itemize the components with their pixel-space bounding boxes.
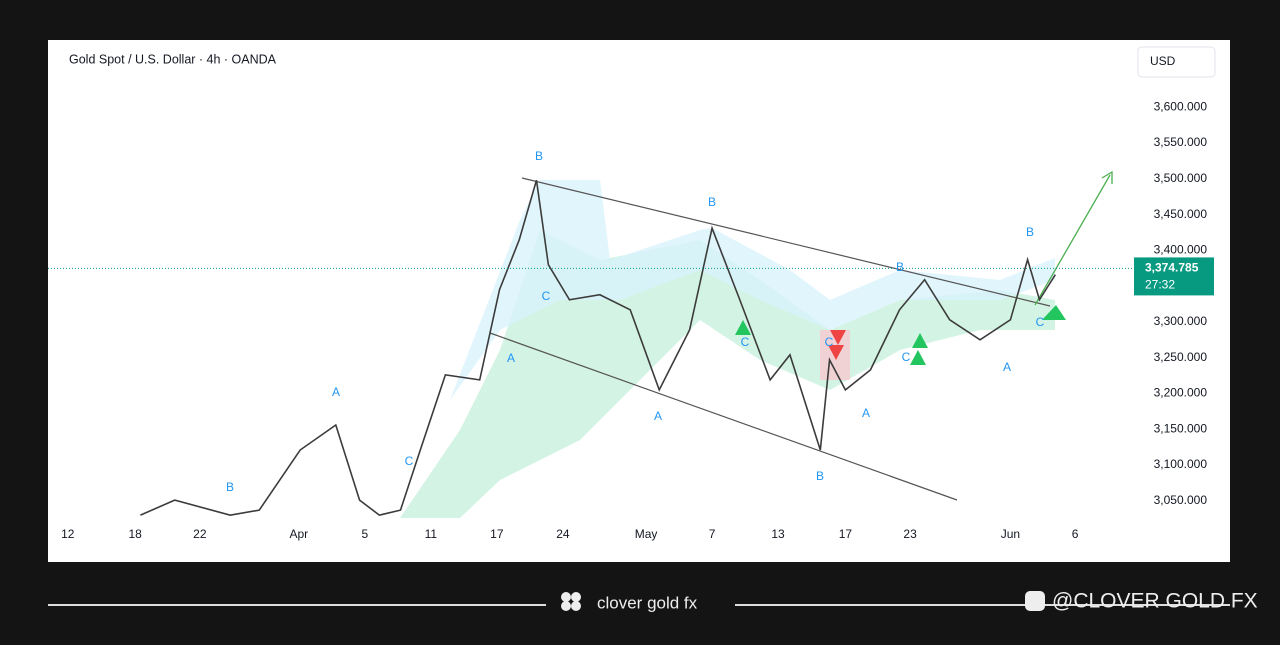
wave-label: A bbox=[1003, 360, 1011, 374]
x-tick-label: 13 bbox=[771, 527, 785, 541]
y-tick-label: 3,100.000 bbox=[1154, 457, 1208, 471]
wave-label: C bbox=[825, 335, 834, 349]
wave-label: C bbox=[1036, 315, 1045, 329]
wave-label: A bbox=[332, 385, 340, 399]
x-tick-label: Apr bbox=[289, 527, 308, 541]
channel-line bbox=[521, 177, 1051, 307]
x-tick-label: 12 bbox=[61, 527, 75, 541]
x-tick-label: 23 bbox=[903, 527, 917, 541]
x-tick-label: 22 bbox=[193, 527, 207, 541]
wave-label: B bbox=[896, 260, 904, 274]
x-tick-label: Jun bbox=[1001, 527, 1020, 541]
wave-label: B bbox=[1026, 225, 1034, 239]
y-tick-label: 3,400.000 bbox=[1154, 243, 1208, 257]
facebook-icon bbox=[1025, 591, 1045, 611]
channel-line bbox=[489, 332, 958, 501]
footer-brand: clover gold fx bbox=[597, 593, 698, 612]
y-tick-label: 3,450.000 bbox=[1154, 207, 1208, 221]
wave-label: C bbox=[542, 289, 551, 303]
wave-label: B bbox=[708, 195, 716, 209]
clover-icon bbox=[561, 592, 581, 611]
footer-handle: @CLOVER GOLD FX bbox=[1052, 590, 1258, 613]
x-tick-label: 17 bbox=[839, 527, 853, 541]
wave-label: B bbox=[226, 480, 234, 494]
wave-label: A bbox=[862, 406, 870, 420]
signals bbox=[735, 305, 1066, 365]
x-tick-label: 7 bbox=[709, 527, 716, 541]
currency-button[interactable] bbox=[1137, 46, 1216, 78]
x-tick-label: 11 bbox=[425, 527, 438, 541]
wave-label: C bbox=[405, 454, 414, 468]
y-tick-label: 3,250.000 bbox=[1154, 350, 1208, 364]
x-tick-label: 24 bbox=[556, 527, 570, 541]
y-tick-label: 3,150.000 bbox=[1154, 421, 1208, 435]
projection-arrow bbox=[1034, 174, 1111, 306]
wave-label: B bbox=[816, 469, 824, 483]
arrow-head bbox=[1101, 170, 1113, 184]
y-tick-label: 3,300.000 bbox=[1154, 314, 1208, 328]
y-tick-label: 3,600.000 bbox=[1154, 99, 1208, 113]
y-tick-label: 3,550.000 bbox=[1154, 135, 1208, 149]
x-tick-label: May bbox=[635, 527, 658, 541]
wave-label: A bbox=[654, 409, 662, 423]
x-tick-label: 5 bbox=[362, 527, 369, 541]
wave-label: A bbox=[507, 351, 515, 365]
wave-label: B bbox=[535, 149, 543, 163]
countdown: 27:32 bbox=[1145, 278, 1175, 292]
x-tick-label: 17 bbox=[490, 527, 504, 541]
currency: USD bbox=[1150, 54, 1176, 68]
price-line bbox=[140, 180, 1056, 517]
x-tick-label: 18 bbox=[128, 527, 142, 541]
last-price-label: 3,374.785 bbox=[1145, 261, 1199, 275]
chart-title: Gold Spot / U.S. Dollar · 4h · OANDA bbox=[69, 52, 277, 66]
wave-label: C bbox=[902, 350, 911, 364]
x-tick-label: 6 bbox=[1072, 527, 1079, 541]
price-tag bbox=[1134, 257, 1214, 296]
y-tick-label: 3,200.000 bbox=[1154, 386, 1208, 400]
wave-label: C bbox=[741, 335, 750, 349]
y-tick-label: 3,050.000 bbox=[1154, 493, 1208, 507]
y-tick-label: 3,500.000 bbox=[1154, 171, 1208, 185]
